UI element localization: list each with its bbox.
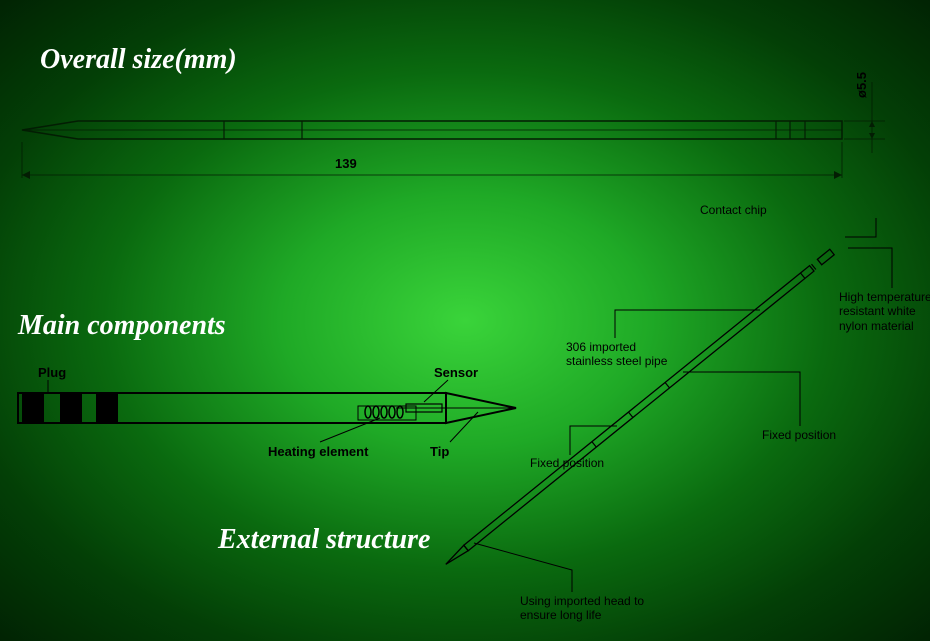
steel-pipe-label: 306 imported stainless steel pipe: [566, 340, 686, 369]
length-dimension-label: 139: [335, 156, 357, 171]
sensor-label: Sensor: [434, 365, 478, 380]
diameter-dimension-label: ø5.5: [854, 72, 869, 98]
plug-label: Plug: [38, 365, 66, 380]
fixed-position-1-label: Fixed position: [530, 456, 604, 470]
tip-label: Tip: [430, 444, 449, 459]
high-temp-label: High temperature resistant white nylon m…: [839, 290, 930, 333]
diagram-svg: [0, 0, 930, 641]
heating-element-label: Heating element: [268, 444, 368, 459]
contact-chip-label: Contact chip: [700, 203, 767, 217]
fixed-position-2-label: Fixed position: [762, 428, 836, 442]
imported-head-label: Using imported head to ensure long life: [520, 594, 680, 623]
